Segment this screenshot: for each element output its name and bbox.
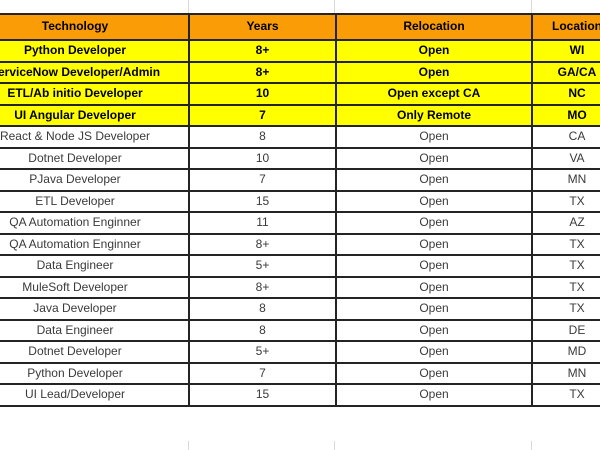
cell-relocation[interactable]: Open: [335, 125, 533, 149]
cell-technology[interactable]: QA Automation Enginner: [0, 211, 190, 235]
cell-technology[interactable]: ServiceNow Developer/Admin: [0, 60, 190, 84]
header-location[interactable]: Location: [531, 13, 600, 41]
gridline-bottom-2: [334, 441, 335, 450]
cell-relocation[interactable]: Open: [335, 361, 533, 385]
table-row: ServiceNow Developer/Admin 8+ Open GA/CA: [0, 60, 600, 84]
table-row: React & Node JS Developer 8 Open CA: [0, 125, 600, 149]
cell-location[interactable]: MN: [531, 361, 600, 385]
cell-relocation[interactable]: Open: [335, 340, 533, 364]
cell-location[interactable]: AZ: [531, 211, 600, 235]
cell-technology[interactable]: React & Node JS Developer: [0, 125, 190, 149]
header-relocation[interactable]: Relocation: [335, 13, 533, 41]
cell-location[interactable]: TX: [531, 254, 600, 278]
table-row: Data Engineer 8 Open DE: [0, 318, 600, 342]
cell-location[interactable]: MD: [531, 340, 600, 364]
cell-years[interactable]: 10: [188, 82, 337, 106]
cell-years[interactable]: 15: [188, 189, 337, 213]
cell-years[interactable]: 5+: [188, 340, 337, 364]
cell-technology[interactable]: Python Developer: [0, 39, 190, 63]
cell-relocation[interactable]: Open: [335, 297, 533, 321]
cell-technology[interactable]: Dotnet Developer: [0, 340, 190, 364]
cell-location[interactable]: MN: [531, 168, 600, 192]
cell-years[interactable]: 8: [188, 318, 337, 342]
header-row: Technology Years Relocation Location: [0, 13, 600, 41]
cell-location[interactable]: TX: [531, 383, 600, 407]
cell-location[interactable]: WI: [531, 39, 600, 63]
table-row: UI Lead/Developer 15 Open TX: [0, 383, 600, 407]
cell-relocation[interactable]: Open: [335, 383, 533, 407]
cell-relocation[interactable]: Open: [335, 232, 533, 256]
cell-years[interactable]: 8+: [188, 39, 337, 63]
cell-location[interactable]: TX: [531, 232, 600, 256]
cell-years[interactable]: 11: [188, 211, 337, 235]
cell-location[interactable]: CA: [531, 125, 600, 149]
table-row: MuleSoft Developer 8+ Open TX: [0, 275, 600, 299]
cell-technology[interactable]: ETL Developer: [0, 189, 190, 213]
cell-relocation[interactable]: Open except CA: [335, 82, 533, 106]
cell-location[interactable]: TX: [531, 189, 600, 213]
cell-technology[interactable]: Data Engineer: [0, 254, 190, 278]
table-row: Dotnet Developer 10 Open VA: [0, 146, 600, 170]
cell-years[interactable]: 8: [188, 125, 337, 149]
jobs-table: Technology Years Relocation Location Pyt…: [0, 13, 600, 407]
table-row: QA Automation Enginner 8+ Open TX: [0, 232, 600, 256]
table-row: Python Developer 7 Open MN: [0, 361, 600, 385]
cell-years[interactable]: 15: [188, 383, 337, 407]
cell-relocation[interactable]: Open: [335, 60, 533, 84]
gridline-bottom-3: [531, 441, 532, 450]
cell-years[interactable]: 8+: [188, 60, 337, 84]
table-row: QA Automation Enginner 11 Open AZ: [0, 211, 600, 235]
cell-location[interactable]: NC: [531, 82, 600, 106]
cell-location[interactable]: TX: [531, 275, 600, 299]
cell-relocation[interactable]: Open: [335, 189, 533, 213]
cell-relocation[interactable]: Open: [335, 39, 533, 63]
table-row: Dotnet Developer 5+ Open MD: [0, 340, 600, 364]
table-row: ETL Developer 15 Open TX: [0, 189, 600, 213]
header-years[interactable]: Years: [188, 13, 337, 41]
cell-technology[interactable]: UI Angular Developer: [0, 103, 190, 127]
cell-technology[interactable]: Dotnet Developer: [0, 146, 190, 170]
gridline-top-2: [334, 0, 335, 13]
table-row: PJava Developer 7 Open MN: [0, 168, 600, 192]
table-row: Data Engineer 5+ Open TX: [0, 254, 600, 278]
header-technology[interactable]: Technology: [0, 13, 190, 41]
cell-years[interactable]: 8+: [188, 232, 337, 256]
table-row: ETL/Ab initio Developer 10 Open except C…: [0, 82, 600, 106]
cell-technology[interactable]: UI Lead/Developer: [0, 383, 190, 407]
cell-years[interactable]: 8: [188, 297, 337, 321]
table-body: Python Developer 8+ Open WI ServiceNow D…: [0, 39, 600, 407]
cell-location[interactable]: MO: [531, 103, 600, 127]
cell-years[interactable]: 8+: [188, 275, 337, 299]
cell-relocation[interactable]: Open: [335, 211, 533, 235]
cell-relocation[interactable]: Only Remote: [335, 103, 533, 127]
cell-technology[interactable]: Python Developer: [0, 361, 190, 385]
cell-technology[interactable]: MuleSoft Developer: [0, 275, 190, 299]
gridline-top-1: [188, 0, 189, 13]
cell-relocation[interactable]: Open: [335, 275, 533, 299]
table-row: Python Developer 8+ Open WI: [0, 39, 600, 63]
cell-years[interactable]: 5+: [188, 254, 337, 278]
cell-years[interactable]: 7: [188, 361, 337, 385]
gridline-bottom-1: [188, 441, 189, 450]
cell-location[interactable]: DE: [531, 318, 600, 342]
cell-technology[interactable]: Data Engineer: [0, 318, 190, 342]
cell-years[interactable]: 7: [188, 103, 337, 127]
cell-technology[interactable]: PJava Developer: [0, 168, 190, 192]
cell-location[interactable]: TX: [531, 297, 600, 321]
cell-technology[interactable]: ETL/Ab initio Developer: [0, 82, 190, 106]
cell-technology[interactable]: QA Automation Enginner: [0, 232, 190, 256]
cell-relocation[interactable]: Open: [335, 254, 533, 278]
table-row: UI Angular Developer 7 Only Remote MO: [0, 103, 600, 127]
cell-relocation[interactable]: Open: [335, 146, 533, 170]
cell-years[interactable]: 7: [188, 168, 337, 192]
cell-relocation[interactable]: Open: [335, 318, 533, 342]
table-row: Java Developer 8 Open TX: [0, 297, 600, 321]
cell-years[interactable]: 10: [188, 146, 337, 170]
cell-location[interactable]: GA/CA: [531, 60, 600, 84]
cell-location[interactable]: VA: [531, 146, 600, 170]
cell-technology[interactable]: Java Developer: [0, 297, 190, 321]
cell-relocation[interactable]: Open: [335, 168, 533, 192]
gridline-top-3: [531, 0, 532, 13]
